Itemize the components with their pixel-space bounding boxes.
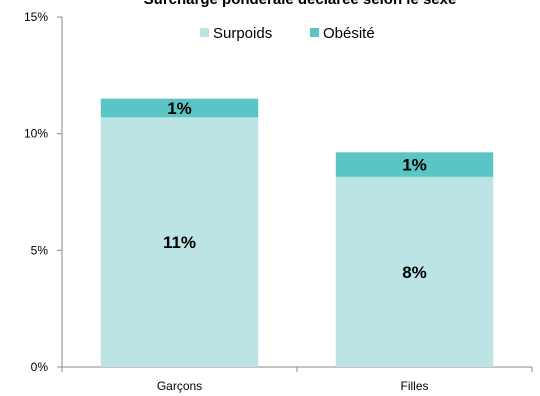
data-labels: 11% 1% 8% 1% <box>163 99 427 282</box>
legend-label: Obésité <box>323 25 375 42</box>
legend: Surpoids Obésité <box>200 25 375 42</box>
x-tick-label: Filles <box>400 379 428 393</box>
legend-swatch <box>200 28 209 37</box>
chart-title: Surcharge pondérale déclarée selon le se… <box>144 0 457 8</box>
data-label: 1% <box>402 156 427 175</box>
data-label: 8% <box>402 263 427 282</box>
data-label: 1% <box>167 99 192 118</box>
x-axis: Garçons Filles <box>61 366 533 393</box>
bar-surpoids <box>335 176 494 367</box>
bar-surpoids <box>100 117 259 367</box>
bars <box>100 98 494 367</box>
data-label: 11% <box>163 233 196 252</box>
x-tick-label: Garçons <box>157 379 202 393</box>
y-tick-label: 5% <box>31 243 49 257</box>
legend-swatch <box>310 28 319 37</box>
y-axis: 0% 5% 10% 15% <box>24 10 63 374</box>
y-tick-label: 10% <box>24 127 48 141</box>
y-tick-label: 15% <box>24 10 48 24</box>
legend-label: Surpoids <box>213 25 272 42</box>
bar-obésité <box>100 98 259 118</box>
bar-obésité <box>335 152 494 177</box>
y-tick-label: 0% <box>31 360 49 374</box>
